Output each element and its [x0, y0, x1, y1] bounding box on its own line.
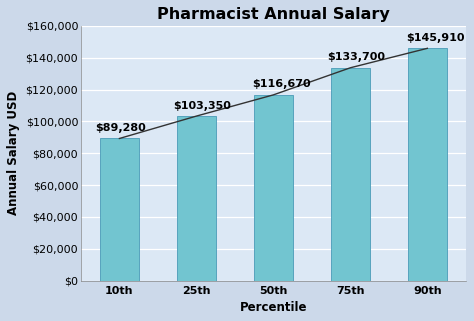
Text: $133,700: $133,700: [327, 52, 385, 62]
Bar: [177, 116, 216, 281]
Text: $103,350: $103,350: [173, 100, 231, 110]
Text: $89,280: $89,280: [95, 123, 146, 133]
Y-axis label: Annual Salary USD: Annual Salary USD: [7, 91, 20, 215]
Text: $116,670: $116,670: [252, 79, 310, 89]
Title: Pharmacist Annual Salary: Pharmacist Annual Salary: [157, 7, 390, 22]
Bar: [408, 48, 447, 281]
Bar: [100, 138, 139, 281]
Bar: [254, 95, 292, 281]
X-axis label: Percentile: Percentile: [240, 301, 307, 314]
Bar: [331, 68, 370, 281]
Text: $145,910: $145,910: [406, 33, 465, 43]
